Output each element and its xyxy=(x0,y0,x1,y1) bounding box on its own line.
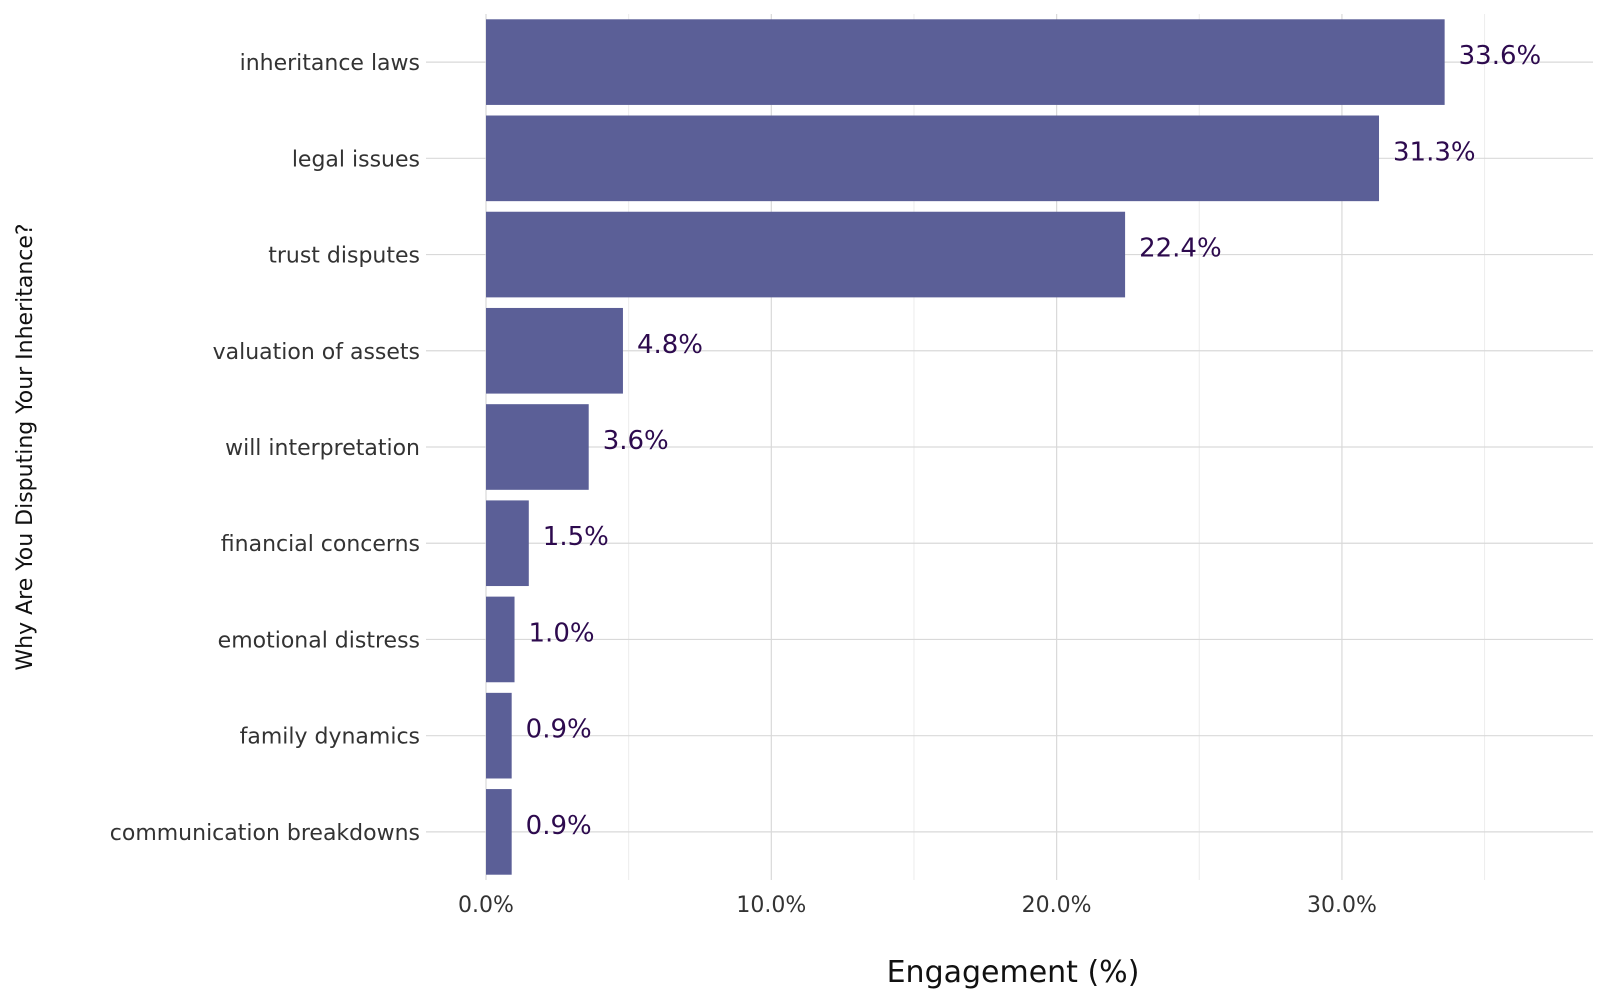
bar xyxy=(486,115,1380,202)
bar-value-label: 33.6% xyxy=(1459,41,1542,71)
y-tick-label: legal issues xyxy=(292,147,420,172)
bar-value-label: 31.3% xyxy=(1393,137,1476,167)
y-tick-label: family dynamics xyxy=(240,725,420,750)
bar xyxy=(486,211,1126,298)
bar-value-label: 3.6% xyxy=(603,426,669,456)
x-tick-label: 0.0% xyxy=(458,893,514,918)
y-tick-label: trust disputes xyxy=(268,244,420,269)
value-labels: 33.6% 31.3% 22.4% 4.8% 3.6% 1.5% 1.0% 0.9% 0.9% xyxy=(526,41,1542,841)
bar xyxy=(486,692,512,779)
bar xyxy=(486,307,623,394)
x-axis-title: Engagement (%) xyxy=(887,955,1140,990)
y-tick-label: financial concerns xyxy=(221,532,420,557)
y-tick-label: emotional distress xyxy=(218,628,420,653)
bar xyxy=(486,19,1445,105)
x-tick-label: 30.0% xyxy=(1307,893,1377,918)
y-tick-label: inheritance laws xyxy=(240,51,420,76)
bars xyxy=(486,19,1445,875)
bar-value-label: 22.4% xyxy=(1139,234,1222,264)
bar xyxy=(486,789,512,875)
y-axis-tick-labels: inheritance laws legal issues trust disput… xyxy=(110,51,420,846)
bar xyxy=(486,596,515,683)
y-tick-label: communication breakdowns xyxy=(110,821,420,846)
bar-value-label: 0.9% xyxy=(526,715,592,745)
bar-value-label: 4.8% xyxy=(637,330,703,360)
bar xyxy=(486,500,529,587)
bar xyxy=(486,404,589,490)
y-tick-label: valuation of assets xyxy=(213,340,420,365)
bar-value-label: 1.0% xyxy=(529,618,595,648)
bar-value-label: 0.9% xyxy=(526,811,592,841)
x-tick-label: 10.0% xyxy=(736,893,806,918)
y-tick-label: will interpretation xyxy=(225,436,420,461)
y-axis-title: Why Are You Disputing Your Inheritance? xyxy=(13,223,38,670)
x-tick-label: 20.0% xyxy=(1022,893,1092,918)
bar-value-label: 1.5% xyxy=(543,522,609,552)
x-axis-tick-labels: 0.0% 10.0% 20.0% 30.0% xyxy=(458,893,1377,918)
